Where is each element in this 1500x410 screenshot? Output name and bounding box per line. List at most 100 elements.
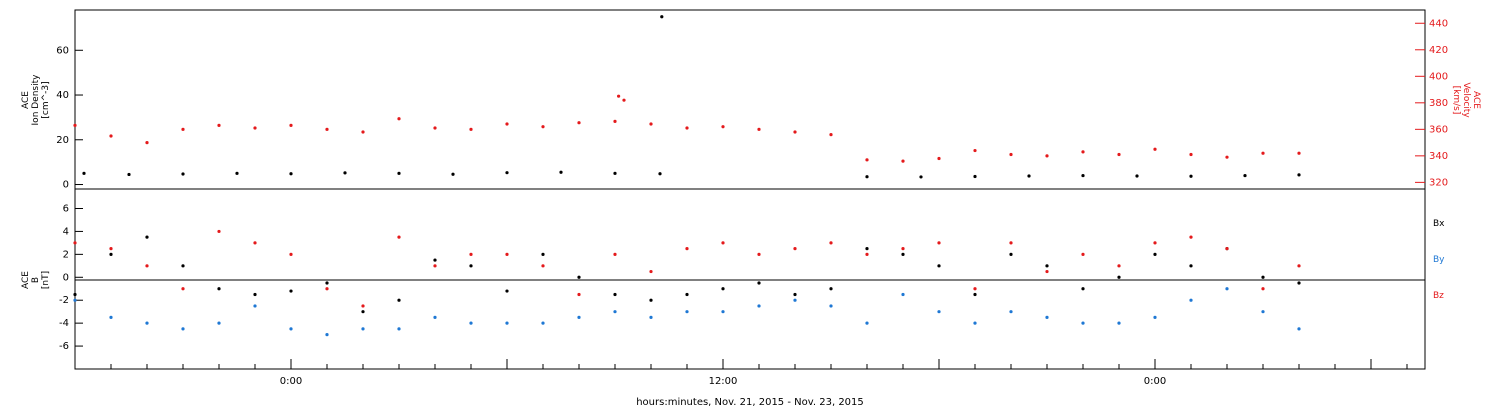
bottom-data-point-bz	[577, 292, 581, 297]
bottom-data-point-by	[1225, 287, 1229, 291]
bottom-data-point-bz	[1009, 241, 1013, 245]
x-tick-label: 0:00	[280, 376, 302, 387]
bottom-data-point-bx	[937, 264, 941, 268]
top-data-point	[973, 174, 977, 179]
bottom-data-point-by	[937, 310, 941, 314]
x-tick-label: 12:00	[709, 376, 738, 387]
bottom-data-point-by	[181, 327, 185, 331]
top-data-point	[865, 158, 869, 162]
top-data-point	[181, 127, 185, 131]
bottom-data-point-bx	[865, 247, 869, 251]
bottom-data-point-bz	[181, 287, 185, 291]
bottom-data-point-bx	[577, 275, 581, 279]
bottom-data-point-by	[109, 315, 113, 320]
bottom-data-point-bx	[1297, 281, 1301, 285]
top-data-point	[253, 126, 257, 130]
bottom-data-point-bx	[289, 289, 293, 293]
bottom-data-point-bx	[361, 310, 365, 314]
top-right-ylabel-line1: ACE	[1471, 91, 1481, 109]
bottom-data-point-by	[73, 298, 77, 302]
top-data-point	[937, 156, 941, 161]
top-data-point	[1297, 173, 1301, 177]
top-right-ytick-label: 440	[1429, 18, 1448, 29]
bottom-data-point-by	[793, 298, 797, 302]
bottom-data-point-bz	[73, 241, 77, 245]
x-axis-title: hours:minutes, Nov. 21, 2015 - Nov. 23, …	[636, 397, 864, 408]
bottom-data-point-by	[1297, 327, 1301, 331]
bottom-data-point-bz	[109, 247, 113, 251]
top-data-point	[1189, 152, 1193, 157]
top-left-ylabel-line2: Ion Density	[31, 74, 41, 126]
bottom-ylabel: ACE B [nT]	[21, 271, 51, 289]
top-data-point	[1297, 151, 1301, 155]
bottom-data-point-bz	[289, 252, 293, 256]
bottom-data-point-bz	[469, 252, 473, 256]
bottom-data-point-bz	[1189, 235, 1193, 239]
bottom-data-point-bz	[1081, 252, 1085, 256]
top-right-ytick-label: 320	[1429, 177, 1448, 188]
bottom-data-point-by	[469, 321, 473, 325]
bottom-data-point-bz	[901, 247, 905, 251]
bottom-data-point-bz	[721, 241, 725, 245]
top-data-point	[541, 125, 545, 129]
top-data-point	[622, 98, 626, 102]
top-data-point	[1261, 151, 1265, 155]
top-data-point	[617, 94, 621, 98]
bottom-data-point-bz	[1045, 269, 1049, 274]
bottom-data-point-bx	[73, 292, 77, 297]
bottom-data-point-bx	[217, 287, 221, 291]
top-data-point	[1225, 155, 1229, 159]
top-data-point	[397, 171, 401, 175]
bottom-data-point-bx	[757, 281, 761, 285]
bottom-ytick-label: 2	[63, 249, 69, 260]
bottom-data-point-bz	[361, 304, 365, 308]
top-data-point	[289, 123, 293, 127]
bottom-ytick-label: 6	[63, 203, 69, 214]
top-data-point	[343, 171, 347, 175]
top-data-point	[1117, 152, 1121, 157]
bottom-data-point-by	[397, 327, 401, 331]
bottom-data-point-bx	[469, 264, 473, 268]
top-left-ytick-label: 20	[56, 135, 69, 146]
bottom-data-point-bz	[685, 247, 689, 251]
legend-by: By	[1433, 255, 1445, 265]
top-data-point	[505, 171, 509, 175]
bottom-data-point-bx	[973, 292, 977, 297]
bottom-data-point-bx	[1045, 264, 1049, 268]
bottom-data-point-bx	[325, 281, 329, 285]
bottom-data-point-by	[1261, 310, 1265, 314]
bottom-ylabel-line2: B	[31, 277, 41, 283]
top-data-point	[685, 126, 689, 130]
top-left-ylabel-line1: ACE	[21, 91, 31, 109]
top-data-point	[613, 119, 617, 123]
top-data-point	[469, 127, 473, 131]
bottom-data-point-bz	[145, 264, 149, 268]
bottom-ylabel-line3: [nT]	[41, 271, 51, 289]
bottom-ytick-label: 0	[63, 272, 69, 283]
top-data-point	[865, 175, 869, 179]
bottom-data-point-bz	[865, 252, 869, 256]
bottom-data-point-bx	[505, 289, 509, 293]
bottom-data-point-by	[1189, 298, 1193, 302]
bottom-data-point-bx	[613, 292, 617, 297]
top-panel-points	[73, 15, 1301, 179]
top-left-ylabel-line3: [cm^-3]	[41, 81, 51, 118]
top-data-point	[1027, 174, 1031, 178]
top-data-point	[613, 171, 617, 175]
top-data-point	[109, 134, 113, 138]
top-data-point	[1135, 174, 1139, 178]
top-data-point	[181, 172, 185, 176]
top-data-point	[1243, 173, 1247, 178]
bottom-data-point-bx	[145, 235, 149, 239]
bottom-data-point-bx	[1153, 252, 1157, 256]
bottom-data-point-bz	[937, 241, 941, 245]
bottom-data-point-bz	[793, 247, 797, 251]
top-right-ylabel: ACE Velocity [km/s]	[1451, 82, 1481, 118]
top-data-point	[901, 159, 905, 163]
bottom-data-point-bz	[1117, 264, 1121, 268]
bottom-ytick-label: -6	[59, 341, 69, 352]
top-data-point	[145, 140, 149, 145]
bottom-data-point-by	[1153, 315, 1157, 320]
bottom-panel-points	[73, 229, 1301, 337]
